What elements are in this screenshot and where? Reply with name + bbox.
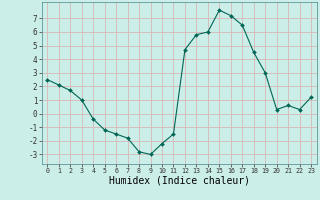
X-axis label: Humidex (Indice chaleur): Humidex (Indice chaleur) [109, 176, 250, 186]
